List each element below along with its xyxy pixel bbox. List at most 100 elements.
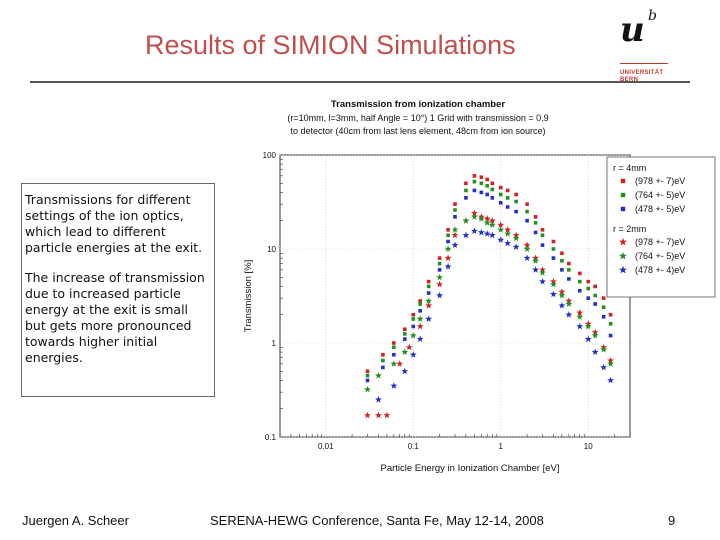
data-point-s4 — [600, 346, 608, 353]
data-point-s3 — [425, 302, 433, 309]
description-paragraph-1: Transmissions for different settings of … — [25, 192, 203, 255]
data-point-s2 — [446, 239, 450, 244]
data-point-s2 — [464, 196, 468, 200]
data-point-s3 — [558, 288, 566, 295]
data-point-s3 — [364, 411, 371, 419]
data-point-s4 — [565, 300, 573, 307]
data-point-s1 — [402, 332, 407, 336]
data-point-s3 — [504, 226, 512, 233]
data-point-s5 — [436, 291, 443, 299]
data-point-s3 — [483, 215, 491, 222]
data-point-s1 — [525, 209, 529, 214]
data-point-s0 — [446, 228, 450, 232]
data-point-s4 — [512, 234, 520, 242]
data-point-s3 — [451, 231, 459, 239]
legend: r = 4mm (978 +- 7)eV (764 +- 5)eV (478 +- 5… — [606, 156, 716, 298]
data-point-s0 — [453, 202, 457, 206]
legend-label: (478 +- 4)eV — [635, 265, 685, 275]
data-point-s3 — [607, 357, 614, 364]
data-point-s0 — [567, 261, 571, 266]
data-point-s5 — [591, 348, 599, 355]
data-point-s1 — [498, 192, 503, 197]
chart-title: Transmission from ionization chamber — [331, 99, 506, 110]
y-tick-label: 1 — [272, 339, 277, 348]
data-point-s5 — [532, 266, 539, 273]
data-point-s3 — [488, 217, 496, 224]
grid-layer — [280, 154, 630, 438]
data-point-s3 — [436, 280, 443, 288]
data-point-s3 — [375, 411, 382, 419]
data-point-s0 — [479, 175, 484, 180]
footer-author: Juergen A. Scheer — [22, 513, 129, 528]
data-point-s5 — [483, 230, 491, 237]
data-point-s3 — [416, 322, 424, 330]
data-point-s0 — [437, 256, 442, 260]
data-point-s4 — [416, 315, 424, 322]
data-point-s2 — [392, 352, 396, 357]
data-point-s2 — [540, 243, 545, 247]
y-tick-label: 10 — [267, 245, 276, 254]
data-point-s0 — [426, 279, 431, 284]
data-point-s0 — [418, 299, 422, 303]
data-point-s4 — [451, 226, 459, 233]
data-point-s1 — [381, 358, 385, 363]
footer-conference: SERENA-HEWG Conference, Santa Fe, May 12… — [210, 513, 544, 528]
data-point-s1 — [485, 184, 489, 188]
data-point-s0 — [601, 296, 606, 300]
logo-superscript: b — [648, 8, 657, 24]
data-point-s4 — [471, 213, 478, 220]
data-point-s1 — [365, 373, 370, 378]
data-point-s5 — [600, 363, 608, 371]
logo-text-line1: UNIVERSITÄT — [620, 70, 664, 76]
slide-title: Results of SIMION Simulations — [145, 30, 516, 60]
data-point-s5 — [504, 239, 512, 247]
data-point-s1 — [479, 181, 484, 186]
data-point-s2 — [453, 215, 457, 219]
data-point-s4 — [364, 385, 371, 393]
data-point-s1 — [418, 302, 422, 306]
data-point-s0 — [540, 228, 545, 232]
data-point-s1 — [505, 196, 510, 200]
data-point-s2 — [498, 201, 503, 205]
logo-line — [620, 63, 668, 64]
legend-label: (978 +- 7)eV — [635, 237, 685, 247]
data-point-s4 — [483, 219, 491, 226]
data-point-s2 — [411, 324, 416, 329]
data-point-s0 — [464, 181, 468, 186]
data-point-s4 — [523, 245, 531, 252]
data-point-s0 — [525, 202, 529, 206]
data-point-s4 — [539, 269, 546, 276]
data-point-s2 — [490, 196, 495, 200]
data-point-s3 — [471, 209, 478, 217]
data-point-s4 — [497, 226, 505, 233]
data-point-s1 — [560, 258, 564, 263]
data-point-s0 — [392, 341, 396, 345]
data-point-s1 — [540, 233, 545, 238]
data-point-s2 — [418, 309, 422, 313]
data-point-s5 — [607, 376, 614, 384]
data-point-s1 — [446, 233, 450, 238]
data-point-s3 — [497, 221, 505, 228]
data-point-s4 — [591, 332, 599, 339]
data-point-s4 — [375, 372, 382, 379]
data-point-s1 — [601, 305, 606, 310]
data-point-s4 — [425, 297, 433, 304]
logo-letter: u — [620, 10, 645, 50]
data-point-s1 — [472, 179, 477, 184]
data-point-s2 — [381, 365, 385, 370]
data-point-s5 — [375, 396, 382, 403]
legend-marker — [620, 192, 626, 198]
data-point-s0 — [533, 215, 538, 219]
data-point-s4 — [607, 360, 614, 367]
data-point-s5 — [409, 351, 417, 358]
data-point-s5 — [576, 322, 584, 330]
data-point-s0 — [411, 312, 416, 317]
data-point-s1 — [464, 188, 468, 193]
legend-group-title: r = 4mm — [613, 163, 646, 173]
data-point-s4 — [532, 257, 539, 264]
legend-marker — [619, 251, 627, 260]
x-tick-label: 0.1 — [408, 442, 420, 451]
data-point-s2 — [485, 192, 489, 197]
title-divider — [30, 81, 690, 83]
data-point-s0 — [381, 352, 385, 357]
